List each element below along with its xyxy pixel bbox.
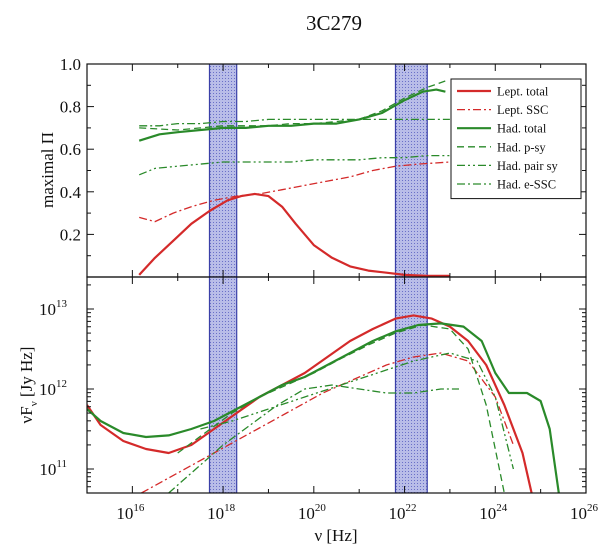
top-y-tick-label-4: 1.0	[60, 55, 81, 74]
y-tick-exp: 11	[56, 458, 67, 470]
bottom-panel-bands	[208, 277, 428, 493]
top-series-2	[138, 88, 446, 142]
top-series-0	[138, 192, 450, 277]
top-panel-series	[138, 80, 450, 277]
bottom-series-1	[141, 352, 515, 493]
x-tick-base: 10	[389, 504, 406, 523]
bottom-y-tick-label-1: 1012	[39, 378, 67, 399]
chart-title: 3C279	[306, 11, 362, 35]
x-tick-label-1: 1018	[207, 502, 236, 523]
top-series-5	[139, 118, 450, 127]
x-tick-label-2: 1020	[298, 502, 327, 523]
x-tick-exp: 16	[133, 502, 145, 514]
bottom-series-3	[177, 324, 505, 493]
x-tick-exp: 22	[406, 502, 417, 514]
bottom-y-tick-label-2: 1013	[39, 298, 68, 319]
bottom-series-4	[200, 352, 515, 470]
top-y-tick-label-0: 0.2	[60, 225, 81, 244]
top-y-tick-label-1: 0.4	[60, 183, 82, 202]
bottom-y-axis-label: νFν [Jy Hz]	[17, 347, 40, 424]
ylabel-rest: [Jy Hz]	[17, 347, 36, 402]
bottom-band-1	[394, 277, 428, 493]
x-tick-label-5: 1026	[570, 502, 599, 523]
x-axis-label: ν [Hz]	[314, 526, 357, 545]
legend-label-4: Had. pair sy	[497, 159, 558, 173]
top-band-0	[208, 64, 238, 277]
x-tick-label-0: 1016	[116, 502, 145, 523]
y-tick-exp: 13	[56, 298, 68, 310]
legend: Lept. total Lept. SSC Had. total Had. p-sy H…	[450, 78, 582, 200]
top-series-4	[138, 154, 450, 176]
x-tick-exp: 18	[224, 502, 236, 514]
bottom-series-5	[168, 384, 459, 493]
x-tick-base: 10	[570, 504, 587, 523]
top-panel-axes: 0.2 0.4 0.6 0.8 1.0	[60, 55, 587, 278]
x-tick-label-4: 1024	[479, 502, 508, 523]
legend-label-5: Had. e-SSC	[497, 178, 556, 192]
y-tick-exp: 12	[56, 378, 67, 390]
ylabel-main: νF	[17, 406, 36, 423]
top-series-3	[139, 80, 446, 131]
top-series-1	[139, 161, 450, 223]
y-tick-base: 10	[39, 380, 56, 399]
x-tick-exp: 24	[496, 502, 508, 514]
legend-box	[450, 78, 582, 200]
x-tick-exp: 26	[587, 502, 599, 514]
ylabel-sub: ν	[28, 401, 40, 406]
x-tick-base: 10	[207, 504, 224, 523]
top-y-axis-label: maximal Π	[38, 132, 57, 208]
x-tick-label-3: 1022	[389, 502, 417, 523]
x-tick-exp: 20	[315, 502, 327, 514]
legend-label-0: Lept. total	[497, 85, 549, 99]
legend-label-2: Had. total	[497, 122, 547, 136]
y-tick-base: 10	[39, 300, 56, 319]
bottom-series-2	[87, 322, 560, 493]
top-panel-bands	[208, 64, 428, 277]
y-tick-base: 10	[39, 460, 56, 479]
bottom-band-0	[208, 277, 238, 493]
legend-label-1: Lept. SSC	[497, 103, 548, 117]
bottom-y-tick-label-0: 1011	[39, 458, 67, 479]
top-y-tick-label-3: 0.8	[60, 98, 81, 117]
legend-label-3: Had. p-sy	[497, 140, 546, 154]
bottom-plot-frame	[86, 276, 587, 494]
bottom-series-0	[87, 314, 533, 493]
x-tick-base: 10	[298, 504, 315, 523]
bottom-panel-series	[87, 314, 560, 493]
x-tick-base: 10	[116, 504, 133, 523]
x-tick-base: 10	[479, 504, 496, 523]
top-y-tick-label-2: 0.6	[60, 140, 81, 159]
